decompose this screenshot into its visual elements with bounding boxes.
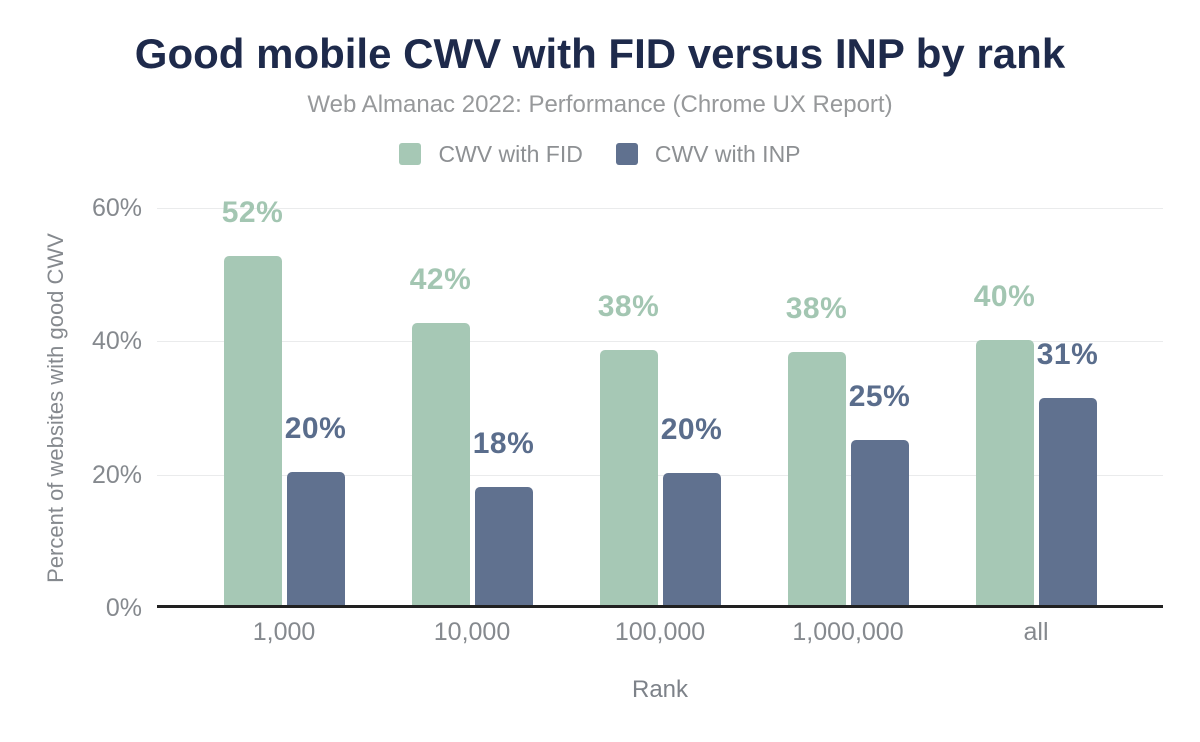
gridline-40	[157, 341, 1163, 342]
bar-inp-1000[interactable]	[286, 472, 345, 605]
legend-item-cwv-with-fid: CWV with FID	[399, 140, 583, 168]
bar-fid-1000000[interactable]	[787, 352, 846, 605]
bar-value-label-fid-1000: 52%	[221, 196, 284, 229]
inp-swatch-icon	[615, 143, 638, 165]
bar-inp-10000[interactable]	[474, 487, 533, 605]
y-tick-40: 40%	[91, 327, 142, 355]
bar-value-label-inp-all: 31%	[1036, 338, 1099, 371]
legend-label-inp: CWV with INP	[654, 140, 801, 167]
x-tick-10000: 10,000	[433, 618, 511, 646]
bar-value-label-fid-100000: 38%	[597, 290, 660, 323]
y-tick-20: 20%	[91, 461, 142, 489]
x-tick-100000: 100,000	[614, 618, 706, 646]
bar-value-label-fid-all: 40%	[973, 280, 1036, 313]
bar-value-label-inp-1000: 20%	[284, 412, 347, 445]
y-tick-60: 60%	[91, 194, 142, 222]
legend: CWV with FID CWV with INP	[0, 140, 1200, 168]
fid-swatch-icon	[399, 143, 422, 165]
chart-subtitle: Web Almanac 2022: Performance (Chrome UX…	[307, 91, 893, 118]
chart-title: Good mobile CWV with FID versus INP by r…	[134, 30, 1066, 77]
bar-value-label-inp-10000: 18%	[472, 427, 535, 460]
x-tick-all: all	[1023, 618, 1049, 646]
bar-inp-1000000[interactable]	[850, 440, 909, 605]
gridline-60	[157, 208, 1163, 209]
legend-item-cwv-with-inp: CWV with INP	[615, 140, 801, 168]
bar-fid-10000[interactable]	[411, 323, 470, 605]
bar-fid-all[interactable]	[975, 340, 1034, 605]
plot-area: 52% 42% 38% 38% 40% 20% 18% 20% 25% 31%	[157, 196, 1163, 608]
legend-label-fid: CWV with FID	[438, 140, 583, 167]
y-tick-0: 0%	[105, 594, 142, 622]
bar-value-label-fid-10000: 42%	[409, 263, 472, 296]
x-tick-1000: 1,000	[252, 618, 316, 646]
gridline-20	[157, 475, 1163, 476]
bar-fid-100000[interactable]	[599, 350, 658, 605]
bar-inp-all[interactable]	[1038, 398, 1097, 605]
bar-value-label-fid-1000000: 38%	[785, 292, 848, 325]
bar-value-label-inp-1000000: 25%	[848, 380, 911, 413]
bar-fid-1000[interactable]	[223, 256, 282, 605]
x-tick-1000000: 1,000,000	[792, 618, 904, 646]
bar-inp-100000[interactable]	[662, 473, 721, 605]
bar-value-label-inp-100000: 20%	[660, 413, 723, 446]
x-axis-title: Rank	[631, 676, 689, 703]
